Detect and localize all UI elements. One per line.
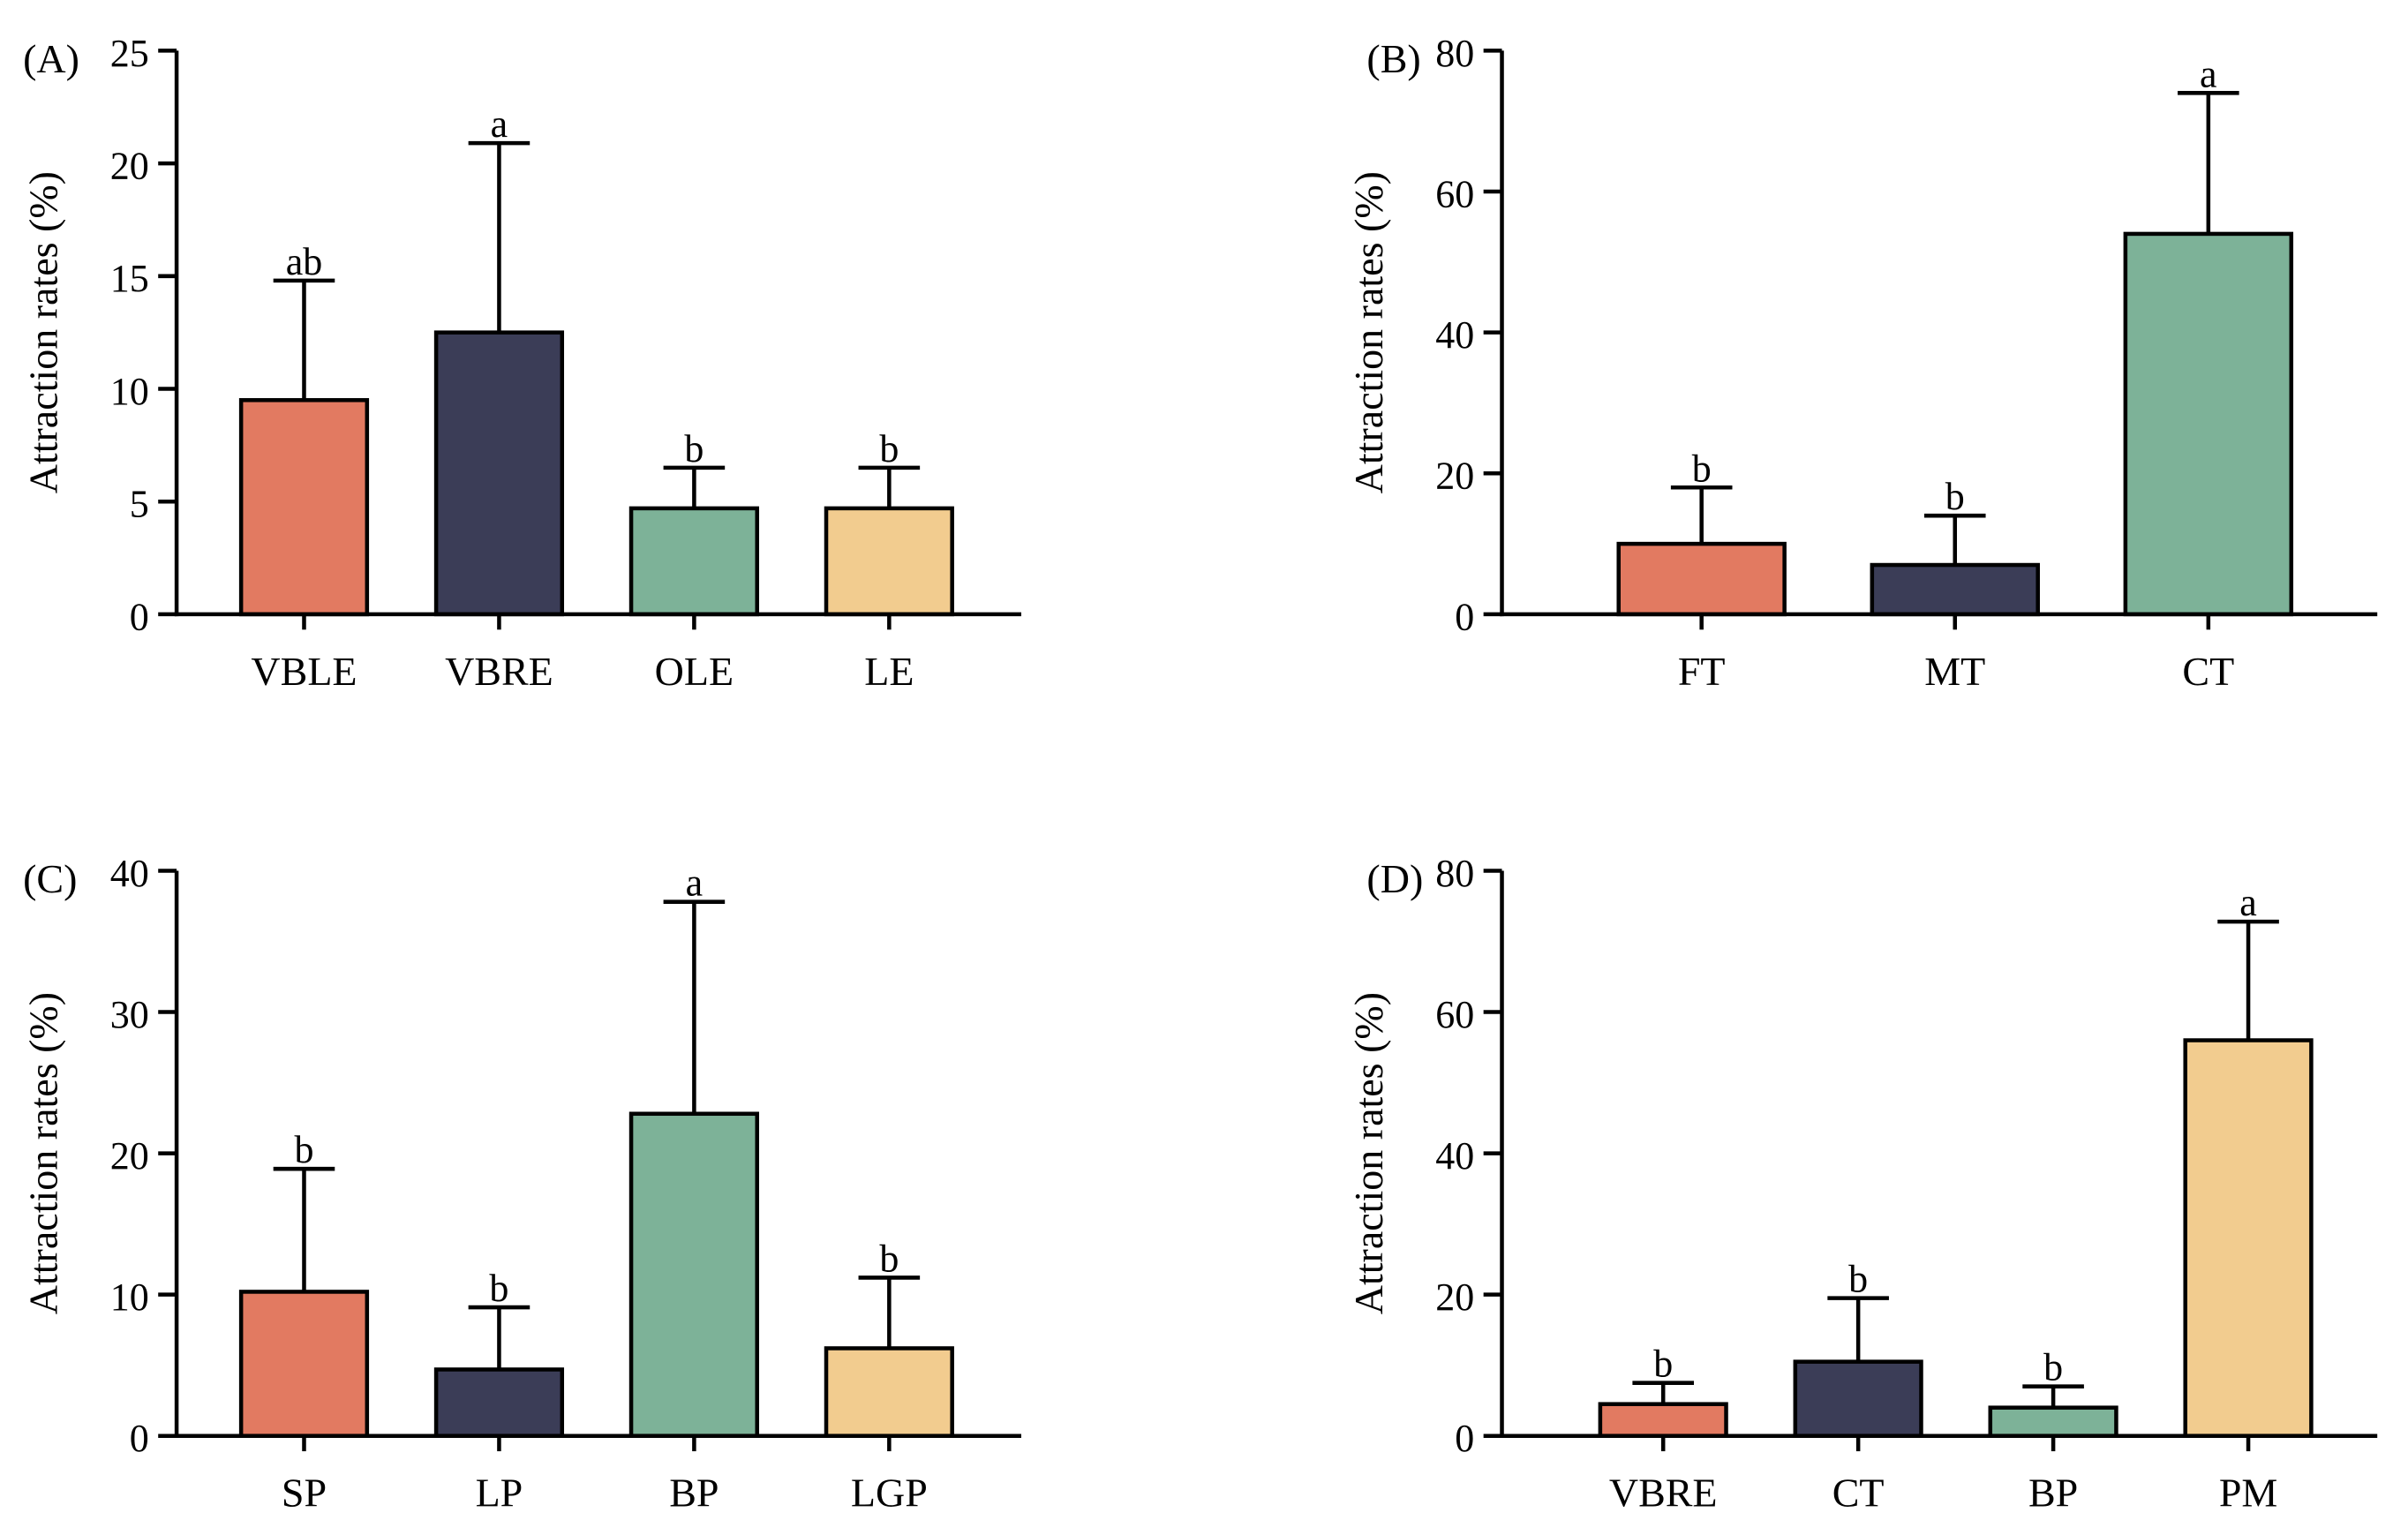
category-tick-label: CT xyxy=(2182,649,2234,694)
y-tick-label: 60 xyxy=(1435,172,1474,215)
significance-label: b xyxy=(879,1237,899,1280)
y-tick-label: 15 xyxy=(110,257,149,300)
y-tick-label: 10 xyxy=(110,1275,149,1319)
y-tick-label: 0 xyxy=(1455,1417,1474,1460)
bar-ct xyxy=(1793,1359,1923,1438)
y-tick-label: 20 xyxy=(1435,455,1474,498)
category-tick-label: SP xyxy=(282,1471,327,1516)
significance-label: b xyxy=(1945,475,1965,518)
y-axis-label: Attraction rates (%) xyxy=(1346,171,1391,493)
category-tick-label: VBRE xyxy=(445,649,553,694)
y-tick-label: 30 xyxy=(110,993,149,1036)
chart-panel-d: (D) Attraction rates (%) b VBRE b CT b BP a PM 0 20… xyxy=(1346,852,2378,1516)
y-tick-label: 40 xyxy=(1435,1134,1474,1178)
category-tick-label: VBRE xyxy=(1609,1471,1718,1516)
significance-label: b xyxy=(879,427,899,470)
category-tick-label: BP xyxy=(669,1471,719,1516)
bar-le xyxy=(824,506,954,617)
y-axis-label: Attraction rates (%) xyxy=(1346,992,1391,1314)
category-tick-label: MT xyxy=(1924,649,1985,694)
y-tick-label: 20 xyxy=(1435,1275,1474,1319)
y-tick-label: 10 xyxy=(110,370,149,413)
bar-lp xyxy=(433,1367,565,1438)
category-tick-label: CT xyxy=(1832,1471,1885,1516)
category-tick-label: FT xyxy=(1678,649,1726,694)
significance-label: a xyxy=(2200,52,2217,95)
bar-sp xyxy=(238,1290,370,1438)
bar-bp xyxy=(628,1111,759,1438)
bar-ole xyxy=(628,506,759,617)
bar-ct xyxy=(2123,231,2294,617)
y-tick-label: 20 xyxy=(110,145,149,188)
y-tick-label: 20 xyxy=(110,1134,149,1178)
y-tick-label: 0 xyxy=(130,1417,149,1460)
y-axis-label: Attraction rates (%) xyxy=(20,171,65,493)
significance-label: b xyxy=(1653,1343,1673,1386)
bar-pm xyxy=(2183,1038,2314,1438)
significance-label: a xyxy=(686,862,704,905)
significance-label: b xyxy=(1848,1258,1868,1301)
bar-vbre xyxy=(1598,1402,1728,1438)
category-tick-label: LGP xyxy=(851,1471,928,1516)
panel-label: (C) xyxy=(23,856,77,901)
category-tick-label: VBLE xyxy=(251,649,357,694)
significance-label: b xyxy=(684,427,704,470)
y-axis-label: Attraction rates (%) xyxy=(20,992,65,1314)
y-tick-label: 80 xyxy=(1435,32,1474,75)
bar-vble xyxy=(238,398,370,617)
bar-bp xyxy=(1988,1405,2118,1438)
category-tick-label: LP xyxy=(476,1471,523,1516)
y-tick-label: 40 xyxy=(110,852,149,895)
bar-vbre xyxy=(433,330,565,617)
y-tick-label: 0 xyxy=(1455,595,1474,638)
panel-label: (D) xyxy=(1366,856,1423,901)
category-tick-label: OLE xyxy=(655,649,734,694)
significance-label: ab xyxy=(286,240,323,283)
chart-panel-a: (A) Attraction rates (%) ab VBLE a VBRE b OLE b L… xyxy=(20,32,1021,694)
y-tick-label: 0 xyxy=(130,595,149,638)
panel-label: (A) xyxy=(23,36,79,81)
significance-label: b xyxy=(1692,447,1712,490)
significance-label: b xyxy=(2043,1346,2063,1389)
y-tick-label: 40 xyxy=(1435,313,1474,357)
significance-label: a xyxy=(491,102,508,146)
y-tick-label: 5 xyxy=(130,483,149,526)
category-tick-label: BP xyxy=(2028,1471,2078,1516)
chart-panel-b: (B) Attraction rates (%) b FT b MT a CT 0 20 40 60 8… xyxy=(1346,32,2378,694)
y-tick-label: 80 xyxy=(1435,852,1474,895)
bar-ft xyxy=(1616,541,1787,617)
bar-lgp xyxy=(824,1346,954,1438)
significance-label: a xyxy=(2239,881,2257,924)
y-tick-label: 25 xyxy=(110,32,149,75)
y-tick-label: 60 xyxy=(1435,993,1474,1036)
category-tick-label: LE xyxy=(864,649,914,694)
bar-mt xyxy=(1870,562,2040,617)
category-tick-label: PM xyxy=(2219,1471,2277,1516)
chart-panel-c: (C) Attraction rates (%) b SP b LP a BP b LGP 0 10 2… xyxy=(20,852,1021,1516)
significance-label: b xyxy=(489,1267,508,1310)
significance-label: b xyxy=(294,1128,313,1171)
panel-label: (B) xyxy=(1366,36,1420,81)
